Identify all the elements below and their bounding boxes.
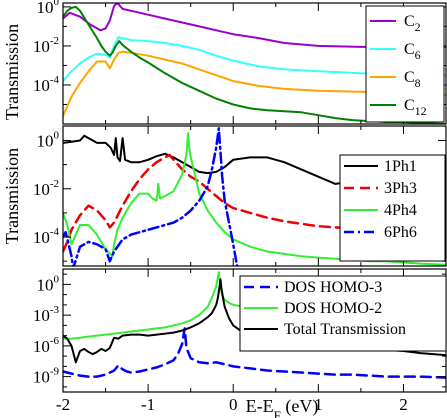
legend-box <box>365 5 445 123</box>
legend-label-name: C <box>404 97 415 114</box>
legend-label: 4Ph4 <box>384 202 417 219</box>
ytick-base: 10 <box>33 228 50 247</box>
ytick-exponent: -2 <box>50 178 59 190</box>
ytick-base: 10 <box>33 337 50 356</box>
ytick-base: 10 <box>33 37 50 56</box>
panel-1-series-1-line <box>63 3 446 48</box>
panel-2-ytick-label: 10-2 <box>33 178 59 199</box>
legend-label-name: C <box>404 13 415 30</box>
legend-label: 1Ph1 <box>384 158 417 175</box>
panel-1-series-group <box>63 3 446 124</box>
panel-2-ylabel: Transmission <box>2 148 22 244</box>
legend-label-name: 4Ph4 <box>384 202 417 219</box>
ytick-exponent: -6 <box>50 335 60 347</box>
legend-label: C12 <box>404 97 427 118</box>
ytick-exponent: -3 <box>50 304 60 316</box>
legend-label-sub: 8 <box>415 76 421 90</box>
panel-2-frame <box>62 125 447 267</box>
legend-label-name: Total Transmission <box>284 321 406 338</box>
x-axis-label-unit: (eV) <box>281 396 318 417</box>
xtick-label: -1 <box>141 395 155 414</box>
xtick-label: -2 <box>56 395 70 414</box>
panel-1-ytick-label: 100 <box>37 0 60 17</box>
xtick-label: 2 <box>399 395 408 414</box>
ytick-base: 10 <box>33 180 50 199</box>
ytick-exponent: -9 <box>50 366 60 378</box>
legend-box <box>339 154 446 262</box>
legend-label-name: DOS HOMO-3 <box>284 279 382 296</box>
legend-label: C6 <box>404 41 421 62</box>
legend-box <box>239 275 447 352</box>
ytick-exponent: 0 <box>54 273 60 285</box>
panel-2-series-2-line <box>63 153 446 253</box>
panel-3-ytick-label: 100 <box>37 273 60 294</box>
panel-3-series-1-line <box>63 327 446 379</box>
legend-label-sub: 12 <box>415 104 427 118</box>
ytick-base: 10 <box>37 275 54 294</box>
panel-3-ytick-label: 10-6 <box>33 335 60 356</box>
panel-1-frame <box>62 2 447 125</box>
panel-2-ytick-label: 10-4 <box>33 226 60 247</box>
legend-label: Total Transmission <box>284 321 406 338</box>
legend-label-sub: 2 <box>415 20 421 34</box>
ytick-exponent: -2 <box>50 35 59 47</box>
ytick-base: 10 <box>33 306 50 325</box>
x-axis-label-sub: F <box>274 408 281 418</box>
panel-2-series-4-line <box>63 127 239 266</box>
panel-2-legend: 1Ph1 3Ph3 4Ph4 6Ph6 <box>339 154 446 262</box>
ytick-exponent: 0 <box>54 129 60 141</box>
panel-1-series-2-line <box>63 36 446 83</box>
x-axis-label-main: E-E <box>246 396 274 416</box>
panel-1-series-3-line <box>63 50 446 118</box>
ytick-base: 10 <box>33 76 50 95</box>
legend-label: DOS HOMO-3 <box>284 279 382 296</box>
ytick-exponent: -4 <box>50 74 60 86</box>
legend-label: C8 <box>404 69 421 90</box>
ytick-base: 10 <box>37 0 54 17</box>
panel-1-series-4-line <box>63 5 446 124</box>
ytick-base: 10 <box>37 131 54 150</box>
xtick-label: 0 <box>229 395 238 414</box>
xtick-label: 1 <box>314 395 323 414</box>
legend-label-name: C <box>404 41 415 58</box>
legend-label: 6Ph6 <box>384 224 417 241</box>
panel-3-ytick-label: 10-3 <box>33 304 60 325</box>
legend-label: C2 <box>404 13 421 34</box>
ytick-exponent: 0 <box>54 0 60 8</box>
ytick-base: 10 <box>33 368 50 387</box>
panel-3-legend: DOS HOMO-3 DOS HOMO-2 Total Transmission <box>239 275 447 352</box>
legend-label-name: C <box>404 69 415 86</box>
legend-label-name: DOS HOMO-2 <box>284 300 382 317</box>
panel-1-ytick-label: 10-4 <box>33 74 60 95</box>
legend-label: 3Ph3 <box>384 180 417 197</box>
legend-label-name: 1Ph1 <box>384 158 417 175</box>
legend-label: DOS HOMO-2 <box>284 300 382 317</box>
legend-label-name: 3Ph3 <box>384 180 417 197</box>
ytick-exponent: -4 <box>50 226 60 238</box>
panel-2-series-group <box>63 127 446 266</box>
legend-label-sub: 6 <box>415 48 421 62</box>
x-axis-label: E-EF (eV) <box>246 396 319 418</box>
legend-label-name: 6Ph6 <box>384 224 417 241</box>
panel-1-ytick-label: 10-2 <box>33 35 59 56</box>
panel-1-ylabel: Transmission <box>2 24 22 120</box>
panel-2-ytick-label: 100 <box>37 129 60 150</box>
panel-3-ytick-label: 10-9 <box>33 366 60 387</box>
